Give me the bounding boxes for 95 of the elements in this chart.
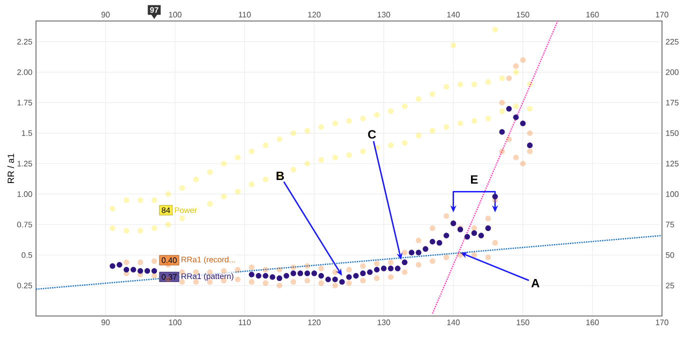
point: [116, 262, 122, 268]
point: [408, 250, 414, 256]
x-tick-label: 150: [516, 12, 530, 18]
point: [527, 142, 533, 148]
point: [520, 120, 526, 126]
point: [284, 272, 290, 279]
x2-tick-label: 120: [308, 320, 321, 326]
point: [499, 129, 505, 135]
point: [374, 266, 380, 272]
x2-tick-label: 110: [238, 320, 251, 326]
point: [339, 279, 345, 285]
series-label: Power: [174, 207, 197, 214]
annotation: 0.37: [162, 274, 177, 280]
point: [430, 238, 436, 244]
y2-tick-label: 50: [666, 252, 674, 258]
y2-tick-label: 100: [666, 191, 679, 197]
point: [346, 274, 352, 280]
point: [513, 114, 519, 120]
point: [506, 106, 512, 112]
x2-tick-label: 150: [516, 320, 530, 326]
point: [360, 270, 366, 276]
x-tick-label: 120: [308, 12, 321, 18]
text: 97: [150, 7, 158, 13]
y2-tick-label: 75: [666, 222, 674, 228]
y-tick-label: 1.5: [22, 130, 32, 136]
point: [492, 194, 498, 200]
point: [304, 270, 310, 276]
y2-tick-label: 175: [666, 100, 679, 106]
x2-tick-label: 100: [169, 320, 182, 326]
point: [478, 232, 484, 238]
x-tick-label: 100: [169, 12, 182, 18]
point: [138, 268, 144, 274]
y-tick-label: 1.75: [18, 100, 32, 106]
point: [380, 266, 387, 272]
point: [332, 276, 338, 282]
y-tick-label: 0.25: [17, 282, 32, 288]
point: [290, 270, 296, 276]
annotation: A: [531, 278, 540, 288]
point: [298, 270, 304, 276]
y2-tick-label: 225: [666, 38, 679, 45]
point: [353, 272, 359, 279]
point: [262, 272, 268, 279]
point: [311, 270, 318, 276]
x-tick-label: 170: [656, 12, 668, 18]
point: [144, 268, 150, 274]
point: [422, 246, 428, 252]
annotation: B: [276, 172, 284, 180]
y2-tick-label: 200: [666, 69, 679, 76]
y-tick-label: 2.00: [17, 69, 32, 76]
x2-tick-label: 140: [447, 320, 460, 326]
x-tick-label: 130: [378, 12, 390, 18]
x2-tick-label: 90: [101, 320, 110, 326]
point: [276, 275, 282, 282]
point: [110, 263, 116, 269]
x-tick-label: 140: [447, 12, 460, 18]
point: [367, 269, 373, 275]
y-tick-label: 0.75: [17, 222, 32, 228]
point: [318, 272, 324, 279]
y2-tick-label: 125: [666, 160, 679, 166]
point: [151, 268, 158, 274]
point: [256, 272, 262, 279]
point: [471, 230, 477, 236]
y-tick-label: 2.25: [17, 38, 32, 45]
series-label: RRa1 (pattern): [182, 273, 234, 281]
point: [248, 272, 254, 278]
x2-tick-label: 160: [586, 320, 599, 326]
x2-tick-label: 130: [378, 320, 390, 326]
point: [464, 234, 470, 240]
x-tick-label: 160: [586, 12, 599, 18]
annotation: 0.40: [162, 257, 177, 264]
y-tick-label: 1.25: [18, 160, 32, 166]
y-axis-title: RR / a1: [7, 154, 14, 184]
x-tick-label: 90: [101, 12, 110, 18]
y-tick-label: 0.5: [22, 252, 32, 258]
y2-tick-label: 25: [666, 282, 674, 288]
point: [436, 240, 442, 246]
point: [388, 266, 394, 272]
point: [270, 274, 276, 280]
y-tick-label: 1.00: [18, 191, 32, 197]
x-tick-label: 110: [238, 12, 251, 18]
point: [485, 225, 491, 232]
annotation: 84: [162, 207, 170, 214]
point: [325, 276, 331, 282]
point: [402, 260, 408, 266]
x2-tick-label: 170: [656, 320, 668, 326]
point: [394, 266, 400, 272]
point: [124, 266, 130, 272]
point: [450, 220, 456, 226]
series-label: RRa1 (record...: [182, 256, 235, 264]
y2-tick-label: 150: [666, 130, 679, 136]
annotation: C: [368, 130, 376, 139]
point: [130, 266, 136, 272]
annotation: E: [470, 175, 478, 184]
point: [416, 250, 422, 256]
point: [444, 232, 450, 238]
